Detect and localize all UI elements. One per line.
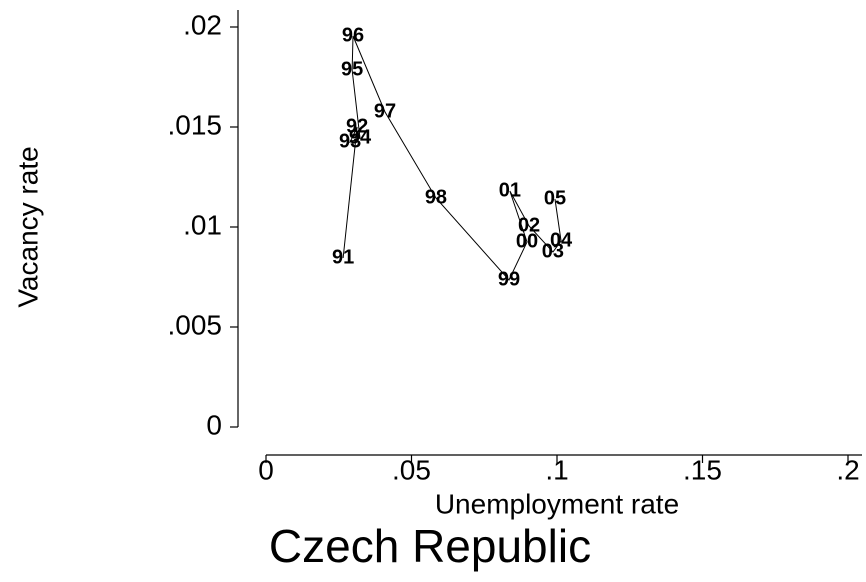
point-label: 05 (544, 187, 566, 209)
y-tick-label: .015 (168, 109, 223, 140)
point-label: 96 (342, 24, 364, 46)
x-tick-label: .1 (545, 454, 568, 485)
x-tick-label: 0 (258, 454, 274, 485)
point-label: 04 (550, 229, 573, 251)
point-label: 94 (349, 126, 372, 148)
connecting-line (342, 35, 562, 281)
point-label: 93 (339, 130, 361, 152)
point-label: 98 (425, 186, 447, 208)
y-tick-label: .005 (168, 309, 223, 340)
point-label: 03 (542, 240, 564, 262)
y-tick-label: .02 (183, 9, 222, 40)
chart-title: Czech Republic (269, 520, 591, 572)
x-axis-label: Unemployment rate (435, 488, 679, 519)
point-label: 97 (374, 100, 396, 122)
point-label: 01 (499, 179, 521, 201)
point-label: 02 (518, 214, 540, 236)
x-tick-label: .2 (836, 454, 859, 485)
y-tick-label: 0 (206, 409, 222, 440)
x-tick-label: .05 (392, 454, 431, 485)
point-label: 91 (332, 246, 354, 268)
x-tick-label: .15 (683, 454, 722, 485)
point-label: 92 (346, 115, 368, 137)
point-label: 00 (516, 230, 538, 252)
point-label: 99 (498, 268, 520, 290)
y-tick-label: .01 (183, 209, 222, 240)
point-label: 95 (341, 58, 363, 80)
y-axis-label: Vacancy rate (12, 146, 43, 307)
